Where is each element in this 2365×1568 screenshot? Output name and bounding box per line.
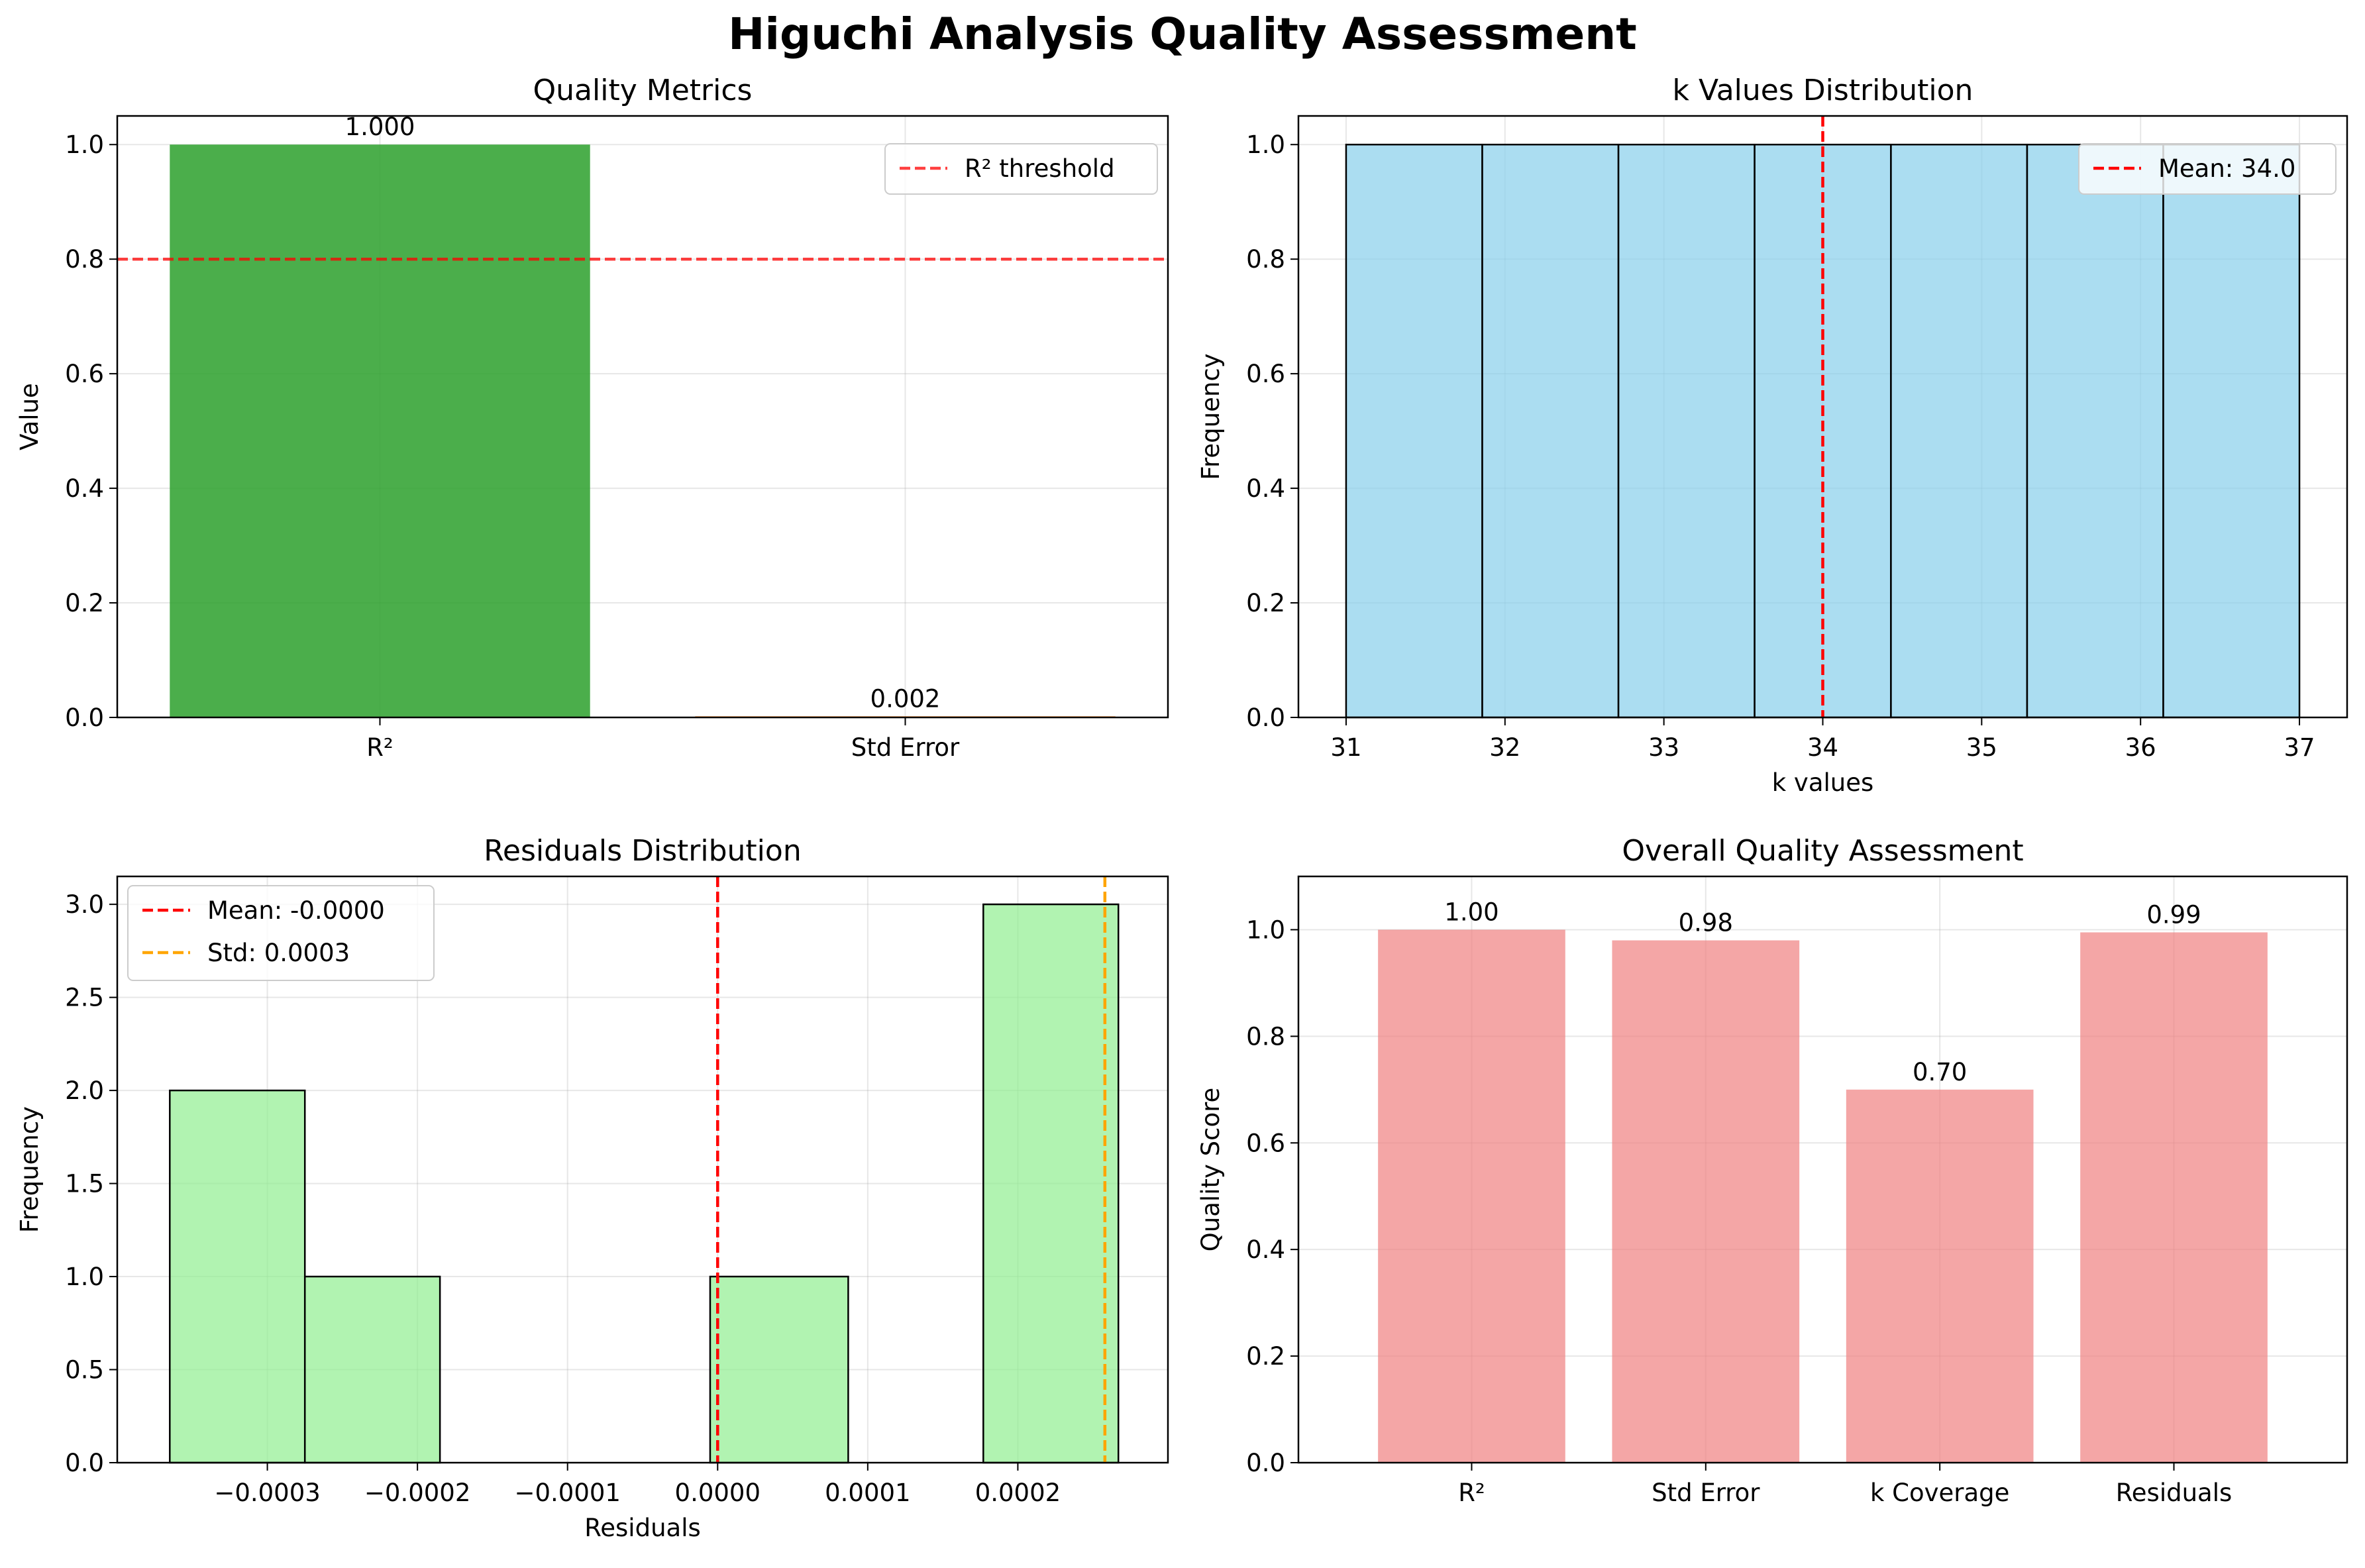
y-tick-label: 1.0 <box>1246 131 1285 159</box>
axes-resid: 0.0 0.5 1.0 1.5 2.0 2.5 3.0 Residuals Distribut… <box>15 834 1169 1542</box>
chart-title: Residuals Distribution <box>484 834 801 868</box>
y-axis-label: Frequency <box>15 1106 44 1233</box>
x-tick-label: −0.0001 <box>514 1479 620 1507</box>
y-tick-label: 0.4 <box>1246 474 1285 503</box>
x-tick-label: R² <box>366 733 394 762</box>
histogram-bar <box>2026 143 2164 719</box>
axes-quality: 0.0 0.2 0.4 0.6 0.8 1.0 Quality Metrics Value 1.… <box>15 74 1169 762</box>
x-tick-label: −0.0002 <box>364 1479 470 1507</box>
histogram-bar <box>169 1089 306 1464</box>
y-tick-label: 0.6 <box>1246 1129 1285 1157</box>
legend-box <box>127 885 435 981</box>
x-tick-label: Std Error <box>851 733 960 762</box>
y-tick-label: 2.0 <box>65 1076 104 1105</box>
legend-entry: Mean: 34.0 <box>2158 154 2295 183</box>
y-tick-label: 1.5 <box>65 1170 104 1198</box>
y-tick-label: 0.0 <box>1246 704 1285 732</box>
x-tick-label: 37 <box>2284 733 2315 762</box>
score-bar <box>1612 940 1800 1463</box>
axes-kvals: 0.0 0.2 0.4 0.6 0.8 1.0 k Values Distribution F… <box>1196 74 2348 797</box>
x-tick-label: Residuals <box>2116 1479 2233 1507</box>
bar-value-label: 1.000 <box>345 113 415 141</box>
x-tick-label: 0.0002 <box>975 1479 1061 1507</box>
y-axis-label: Frequency <box>1196 353 1225 480</box>
bar-value-label: 0.70 <box>1913 1058 1967 1086</box>
histogram-bar <box>1345 143 1483 719</box>
legend-box <box>2078 143 2337 195</box>
legend-entry: Mean: -0.0000 <box>207 896 385 925</box>
x-tick-label: R² <box>1458 1479 1485 1507</box>
x-tick-label: Std Error <box>1652 1479 1760 1507</box>
histogram-bar <box>982 903 1120 1464</box>
score-bar <box>2080 932 2268 1463</box>
bar-value-label: 0.002 <box>870 684 941 713</box>
x-tick-label: −0.0003 <box>214 1479 320 1507</box>
y-tick-label: 1.0 <box>1246 915 1285 944</box>
figure-title: Higuchi Analysis Quality Assessment <box>728 9 1637 60</box>
y-tick-label: 0.8 <box>1246 1022 1285 1051</box>
bar-value-label: 0.98 <box>1679 909 1733 937</box>
y-tick-label: 1.0 <box>65 1263 104 1291</box>
histogram-bar <box>2162 143 2301 719</box>
histogram-bar <box>303 1275 441 1464</box>
axes-frame <box>116 115 1169 719</box>
x-tick-label: 32 <box>1489 733 1520 762</box>
axes-frame <box>116 875 1169 1464</box>
y-tick-label: 0.0 <box>1246 1449 1285 1477</box>
x-tick-label: 36 <box>2125 733 2156 762</box>
histogram-bar <box>1481 143 1620 719</box>
y-tick-label: 0.2 <box>1246 589 1285 617</box>
chart-title: Overall Quality Assessment <box>1622 834 2023 868</box>
legend-box <box>884 143 1158 195</box>
legend-entry: R² threshold <box>965 154 1115 183</box>
x-tick-label: 33 <box>1648 733 1679 762</box>
y-tick-label: 0.8 <box>65 245 104 274</box>
y-tick-label: 1.0 <box>65 131 104 159</box>
x-tick-label: 31 <box>1330 733 1361 762</box>
histogram-bar <box>1890 143 2028 719</box>
y-tick-label: 0.5 <box>65 1356 104 1385</box>
legend-entry: Std: 0.0003 <box>207 939 350 967</box>
y-tick-label: 0.4 <box>1246 1235 1285 1264</box>
bar-r-squared <box>170 144 590 717</box>
y-tick-label: 0.0 <box>65 1449 104 1477</box>
x-axis-label: Residuals <box>584 1514 701 1542</box>
y-tick-label: 0.0 <box>65 704 104 732</box>
bar-value-label: 1.00 <box>1444 898 1498 926</box>
score-bar <box>1378 929 1565 1463</box>
y-tick-label: 0.2 <box>65 589 104 617</box>
x-tick-label: 0.0000 <box>675 1479 761 1507</box>
histogram-bar <box>1617 143 1756 719</box>
y-tick-label: 2.5 <box>65 984 104 1012</box>
y-tick-label: 3.0 <box>65 890 104 919</box>
x-tick-label: 35 <box>1966 733 1997 762</box>
score-bar <box>1846 1089 2034 1463</box>
axes-frame <box>1297 875 2348 1464</box>
x-tick-label: k Coverage <box>1870 1479 2009 1507</box>
chart-title: k Values Distribution <box>1673 74 1973 107</box>
y-tick-label: 0.4 <box>65 474 104 503</box>
y-tick-label: 0.6 <box>65 360 104 388</box>
histogram-bar <box>709 1275 849 1464</box>
y-axis-label: Value <box>15 383 44 450</box>
x-axis-label: k values <box>1772 768 1874 797</box>
x-tick-label: 34 <box>1807 733 1838 762</box>
y-tick-label: 0.8 <box>1246 245 1285 274</box>
bar-value-label: 0.99 <box>2146 900 2201 929</box>
y-tick-label: 0.2 <box>1246 1342 1285 1371</box>
y-tick-label: 0.6 <box>1246 360 1285 388</box>
x-tick-label: 0.0001 <box>825 1479 910 1507</box>
y-axis-label: Quality Score <box>1196 1088 1225 1252</box>
chart-title: Quality Metrics <box>533 74 753 107</box>
axes-frame <box>1297 115 2348 719</box>
axes-overall: 0.0 0.2 0.4 0.6 0.8 1.0 Overall Quality Assess… <box>1196 834 2348 1507</box>
